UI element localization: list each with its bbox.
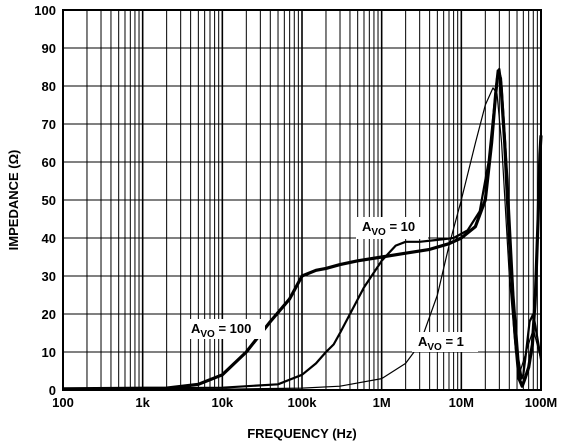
- chart-series: [62, 67, 543, 391]
- y-tick-label: 50: [42, 193, 56, 208]
- y-tick-label: 10: [42, 345, 56, 360]
- y-tick-label: 20: [42, 307, 56, 322]
- series-annotations: AVO = 1 AVO = 10 AVO = 100: [185, 217, 478, 353]
- axis-ticks: 100 1k 10k 100k 1M 10M 100M 0 10 20 30 40 50 60 70 80 90…: [34, 3, 557, 410]
- x-tick-label: 100: [52, 395, 74, 410]
- series-label-1: AVO = 1: [418, 334, 464, 353]
- x-tick-label: 10M: [449, 395, 474, 410]
- y-tick-label: 40: [42, 231, 56, 246]
- x-tick-label: 1M: [373, 395, 391, 410]
- y-tick-label: 0: [49, 383, 56, 398]
- x-tick-label: 10k: [211, 395, 233, 410]
- y-tick-label: 70: [42, 117, 56, 132]
- y-tick-label: 100: [34, 3, 56, 18]
- y-tick-label: 90: [42, 41, 56, 56]
- annotation-background: [356, 217, 428, 239]
- x-tick-label: 1k: [135, 395, 150, 410]
- annotation-background: [412, 332, 478, 352]
- series-label-3: AVO = 100: [191, 321, 251, 340]
- plot-frame: [62, 9, 542, 391]
- y-tick-label: 30: [42, 269, 56, 284]
- x-tick-label: 100k: [288, 395, 318, 410]
- series-line-3: [62, 69, 543, 391]
- annotation-background: [185, 319, 265, 339]
- x-axis-title: FREQUENCY (Hz): [247, 426, 357, 441]
- series-line-2: [62, 67, 543, 390]
- series-label-2: AVO = 10: [362, 219, 415, 238]
- y-tick-label: 80: [42, 79, 56, 94]
- y-axis-title: IMPEDANCE (Ω): [6, 150, 21, 251]
- y-tick-label: 60: [42, 155, 56, 170]
- x-tick-label: 100M: [525, 395, 558, 410]
